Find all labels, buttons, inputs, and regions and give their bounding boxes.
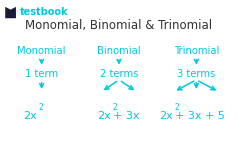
Text: Trinomial: Trinomial bbox=[174, 46, 219, 56]
Text: 2x: 2x bbox=[159, 111, 173, 121]
Text: + 3x: + 3x bbox=[113, 111, 139, 121]
Text: Binomial: Binomial bbox=[97, 46, 141, 56]
Text: 2x: 2x bbox=[98, 111, 111, 121]
Text: + 3x + 5: + 3x + 5 bbox=[175, 111, 225, 121]
Text: 2: 2 bbox=[174, 103, 179, 112]
Text: Monomial, Binomial & Trinomial: Monomial, Binomial & Trinomial bbox=[25, 19, 213, 32]
Text: testbook: testbook bbox=[20, 7, 69, 17]
Text: 2x: 2x bbox=[23, 111, 37, 121]
Text: 2: 2 bbox=[38, 103, 43, 112]
Text: 1 term: 1 term bbox=[25, 69, 58, 79]
Text: 2: 2 bbox=[112, 103, 117, 112]
Text: 2 terms: 2 terms bbox=[100, 69, 138, 79]
Text: 3 terms: 3 terms bbox=[177, 69, 215, 79]
Text: Monomial: Monomial bbox=[17, 46, 66, 56]
Polygon shape bbox=[5, 7, 16, 18]
